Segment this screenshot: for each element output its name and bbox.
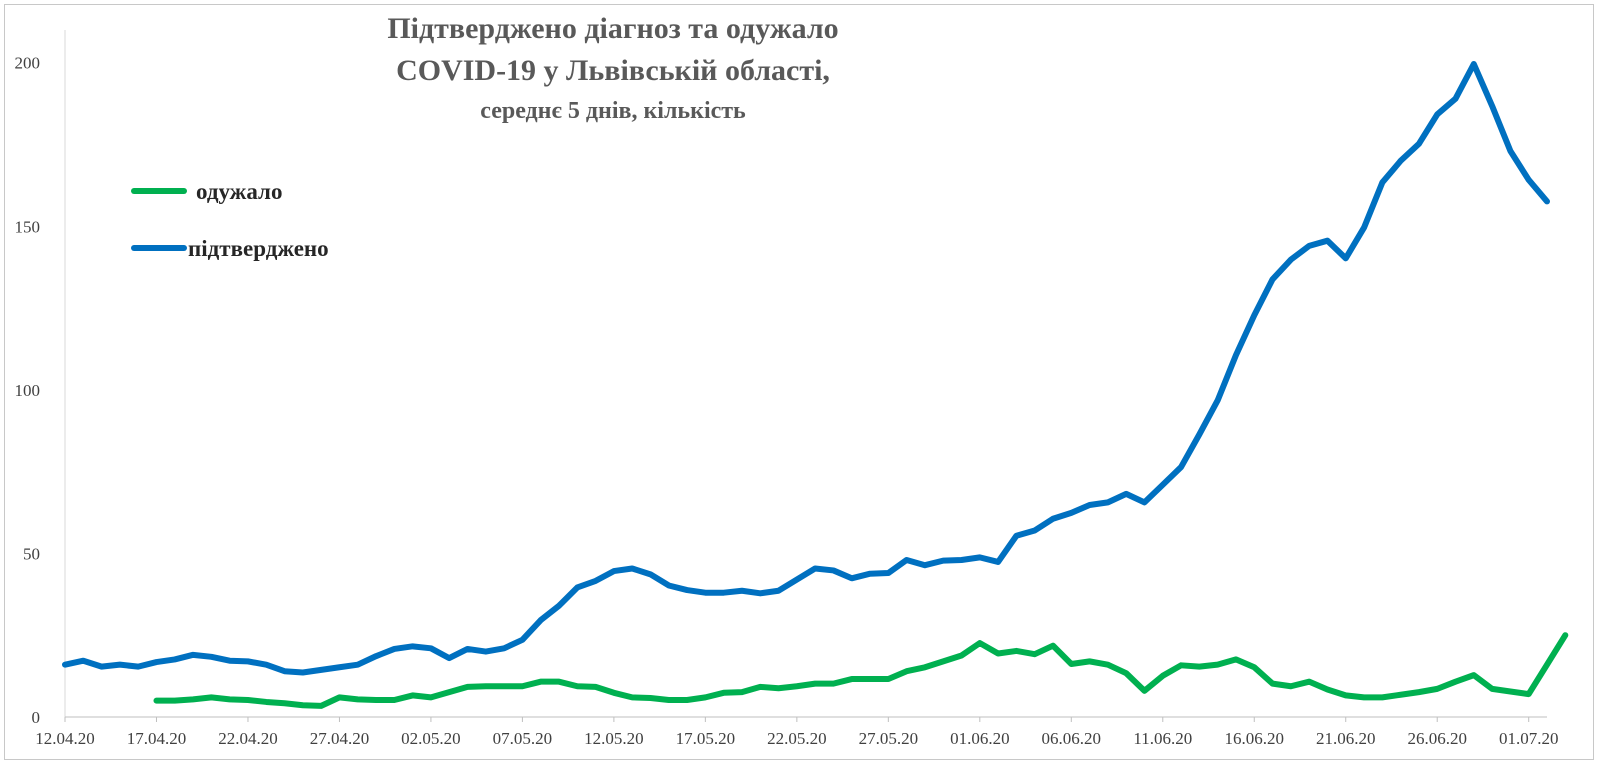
y-tick-label: 150 <box>15 217 41 236</box>
x-tick-labels: 12.04.20 17.04.20 22.04.20 27.04.20 02.05.20… <box>35 717 1558 748</box>
legend: одужало підтверджено <box>131 179 329 261</box>
chart-title-line-2: COVID-19 у Львівській області, <box>396 54 830 87</box>
chart-frame <box>4 4 1594 760</box>
x-tick-label: 17.05.20 <box>676 729 736 748</box>
x-tick-label: 11.06.20 <box>1133 729 1192 748</box>
x-tick-label: 16.06.20 <box>1225 729 1285 748</box>
chart-title: Підтверджено діагноз та одужало COVID-19… <box>387 12 838 124</box>
chart-title-line-3: середнє 5 днів, кількість <box>480 98 746 124</box>
x-tick-label: 22.05.20 <box>767 729 827 748</box>
y-tick-label: 0 <box>32 708 41 727</box>
y-tick-label: 50 <box>23 544 40 563</box>
series-line-recovered <box>153 632 1569 709</box>
x-tick-label: 02.05.20 <box>401 729 461 748</box>
x-tick-label: 07.05.20 <box>493 729 553 748</box>
x-tick-label: 12.05.20 <box>584 729 644 748</box>
legend-item-confirmed: підтверджено <box>131 236 329 261</box>
x-tick-label: 01.06.20 <box>950 729 1010 748</box>
legend-item-recovered: одужало <box>131 179 282 204</box>
y-tick-labels: 0 50 100 150 200 <box>15 54 41 727</box>
x-tick-label: 22.04.20 <box>218 729 278 748</box>
y-tick-label: 100 <box>15 381 41 400</box>
x-tick-label: 21.06.20 <box>1316 729 1376 748</box>
x-tick-label: 06.06.20 <box>1042 729 1102 748</box>
chart-title-line-1: Підтверджено діагноз та одужало <box>387 12 838 45</box>
x-tick-label: 17.04.20 <box>127 729 187 748</box>
x-tick-label: 01.07.20 <box>1499 729 1559 748</box>
x-tick-label: 27.05.20 <box>859 729 919 748</box>
series-lines <box>62 61 1569 709</box>
x-tick-label: 12.04.20 <box>35 729 95 748</box>
legend-label-recovered: одужало <box>196 179 282 204</box>
legend-label-confirmed: підтверджено <box>188 236 329 261</box>
x-tick-label: 27.04.20 <box>310 729 370 748</box>
series-line-confirmed <box>62 61 1550 676</box>
y-tick-label: 200 <box>15 54 41 73</box>
x-tick-label: 26.06.20 <box>1407 729 1467 748</box>
